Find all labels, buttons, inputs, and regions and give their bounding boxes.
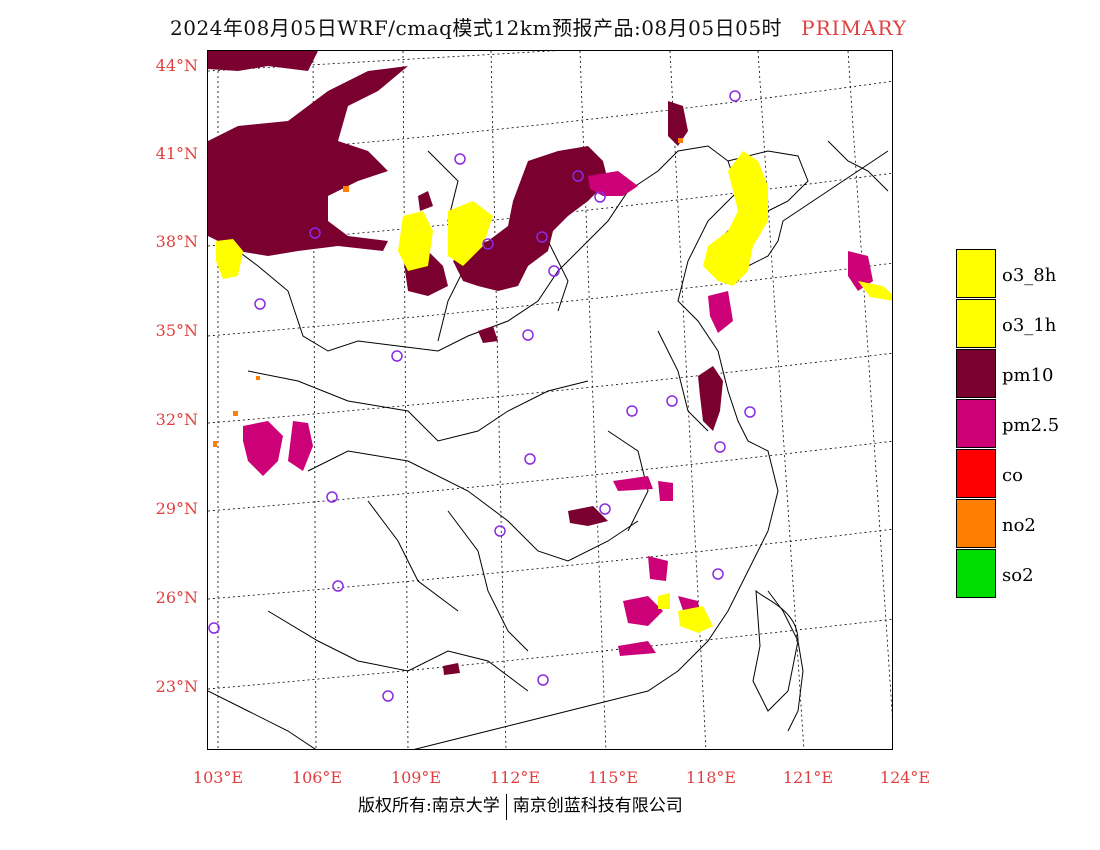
footer-divider	[505, 793, 507, 820]
title-bar: 2024年08月05日WRF/cmaq模式12km预报产品:08月05日05时 …	[170, 12, 1020, 42]
legend-label-o3-8h: o3_8h	[1002, 265, 1057, 286]
lat-label-23: 23°N	[155, 677, 198, 696]
legend-label-no2: no2	[1002, 515, 1036, 536]
lat-label-26: 26°N	[155, 588, 198, 607]
legend-label-co: co	[1002, 465, 1023, 486]
lon-label-121: 121°E	[782, 768, 834, 787]
lat-label-35: 35°N	[155, 321, 198, 340]
legend-label-pm25: pm2.5	[1002, 415, 1060, 436]
legend-swatch-pm25	[956, 399, 996, 448]
legend-label-so2: so2	[1002, 565, 1034, 586]
lon-label-109: 109°E	[390, 768, 442, 787]
boundaries	[208, 140, 889, 749]
lon-label-103: 103°E	[192, 768, 244, 787]
legend-swatch-co	[956, 449, 996, 498]
copyright-right: 南京创蓝科技有限公司	[512, 796, 683, 816]
legend-swatch-pm10	[956, 349, 996, 398]
legend-swatch-o3-8h	[956, 249, 996, 298]
pollution-patches	[208, 51, 892, 675]
legend-swatch-so2	[956, 549, 996, 598]
map-canvas	[208, 51, 892, 749]
legend	[956, 249, 1001, 599]
legend-label-pm10: pm10	[1002, 365, 1054, 386]
legend-swatch-no2	[956, 499, 996, 548]
lat-label-29: 29°N	[155, 499, 198, 518]
lat-label-38: 38°N	[155, 232, 198, 251]
lon-label-124: 124°E	[879, 768, 931, 787]
legend-swatch-o3-1h	[956, 299, 996, 348]
station-markers	[208, 90, 756, 702]
lat-label-44: 44°N	[155, 56, 198, 75]
lon-label-106: 106°E	[291, 768, 343, 787]
lon-label-115: 115°E	[587, 768, 639, 787]
lat-label-41: 41°N	[155, 144, 198, 163]
legend-label-o3-1h: o3_1h	[1002, 315, 1057, 336]
copyright-left: 版权所有:南京大学	[358, 796, 500, 816]
map-title: 2024年08月05日WRF/cmaq模式12km预报产品:08月05日05时	[170, 16, 783, 40]
primary-tag: PRIMARY	[801, 16, 908, 40]
copyright-footer: 版权所有:南京大学 南京创蓝科技有限公司	[358, 791, 683, 820]
lat-label-32: 32°N	[155, 410, 198, 429]
map-frame	[207, 50, 893, 750]
lon-label-118: 118°E	[685, 768, 737, 787]
lon-label-112: 112°E	[489, 768, 541, 787]
